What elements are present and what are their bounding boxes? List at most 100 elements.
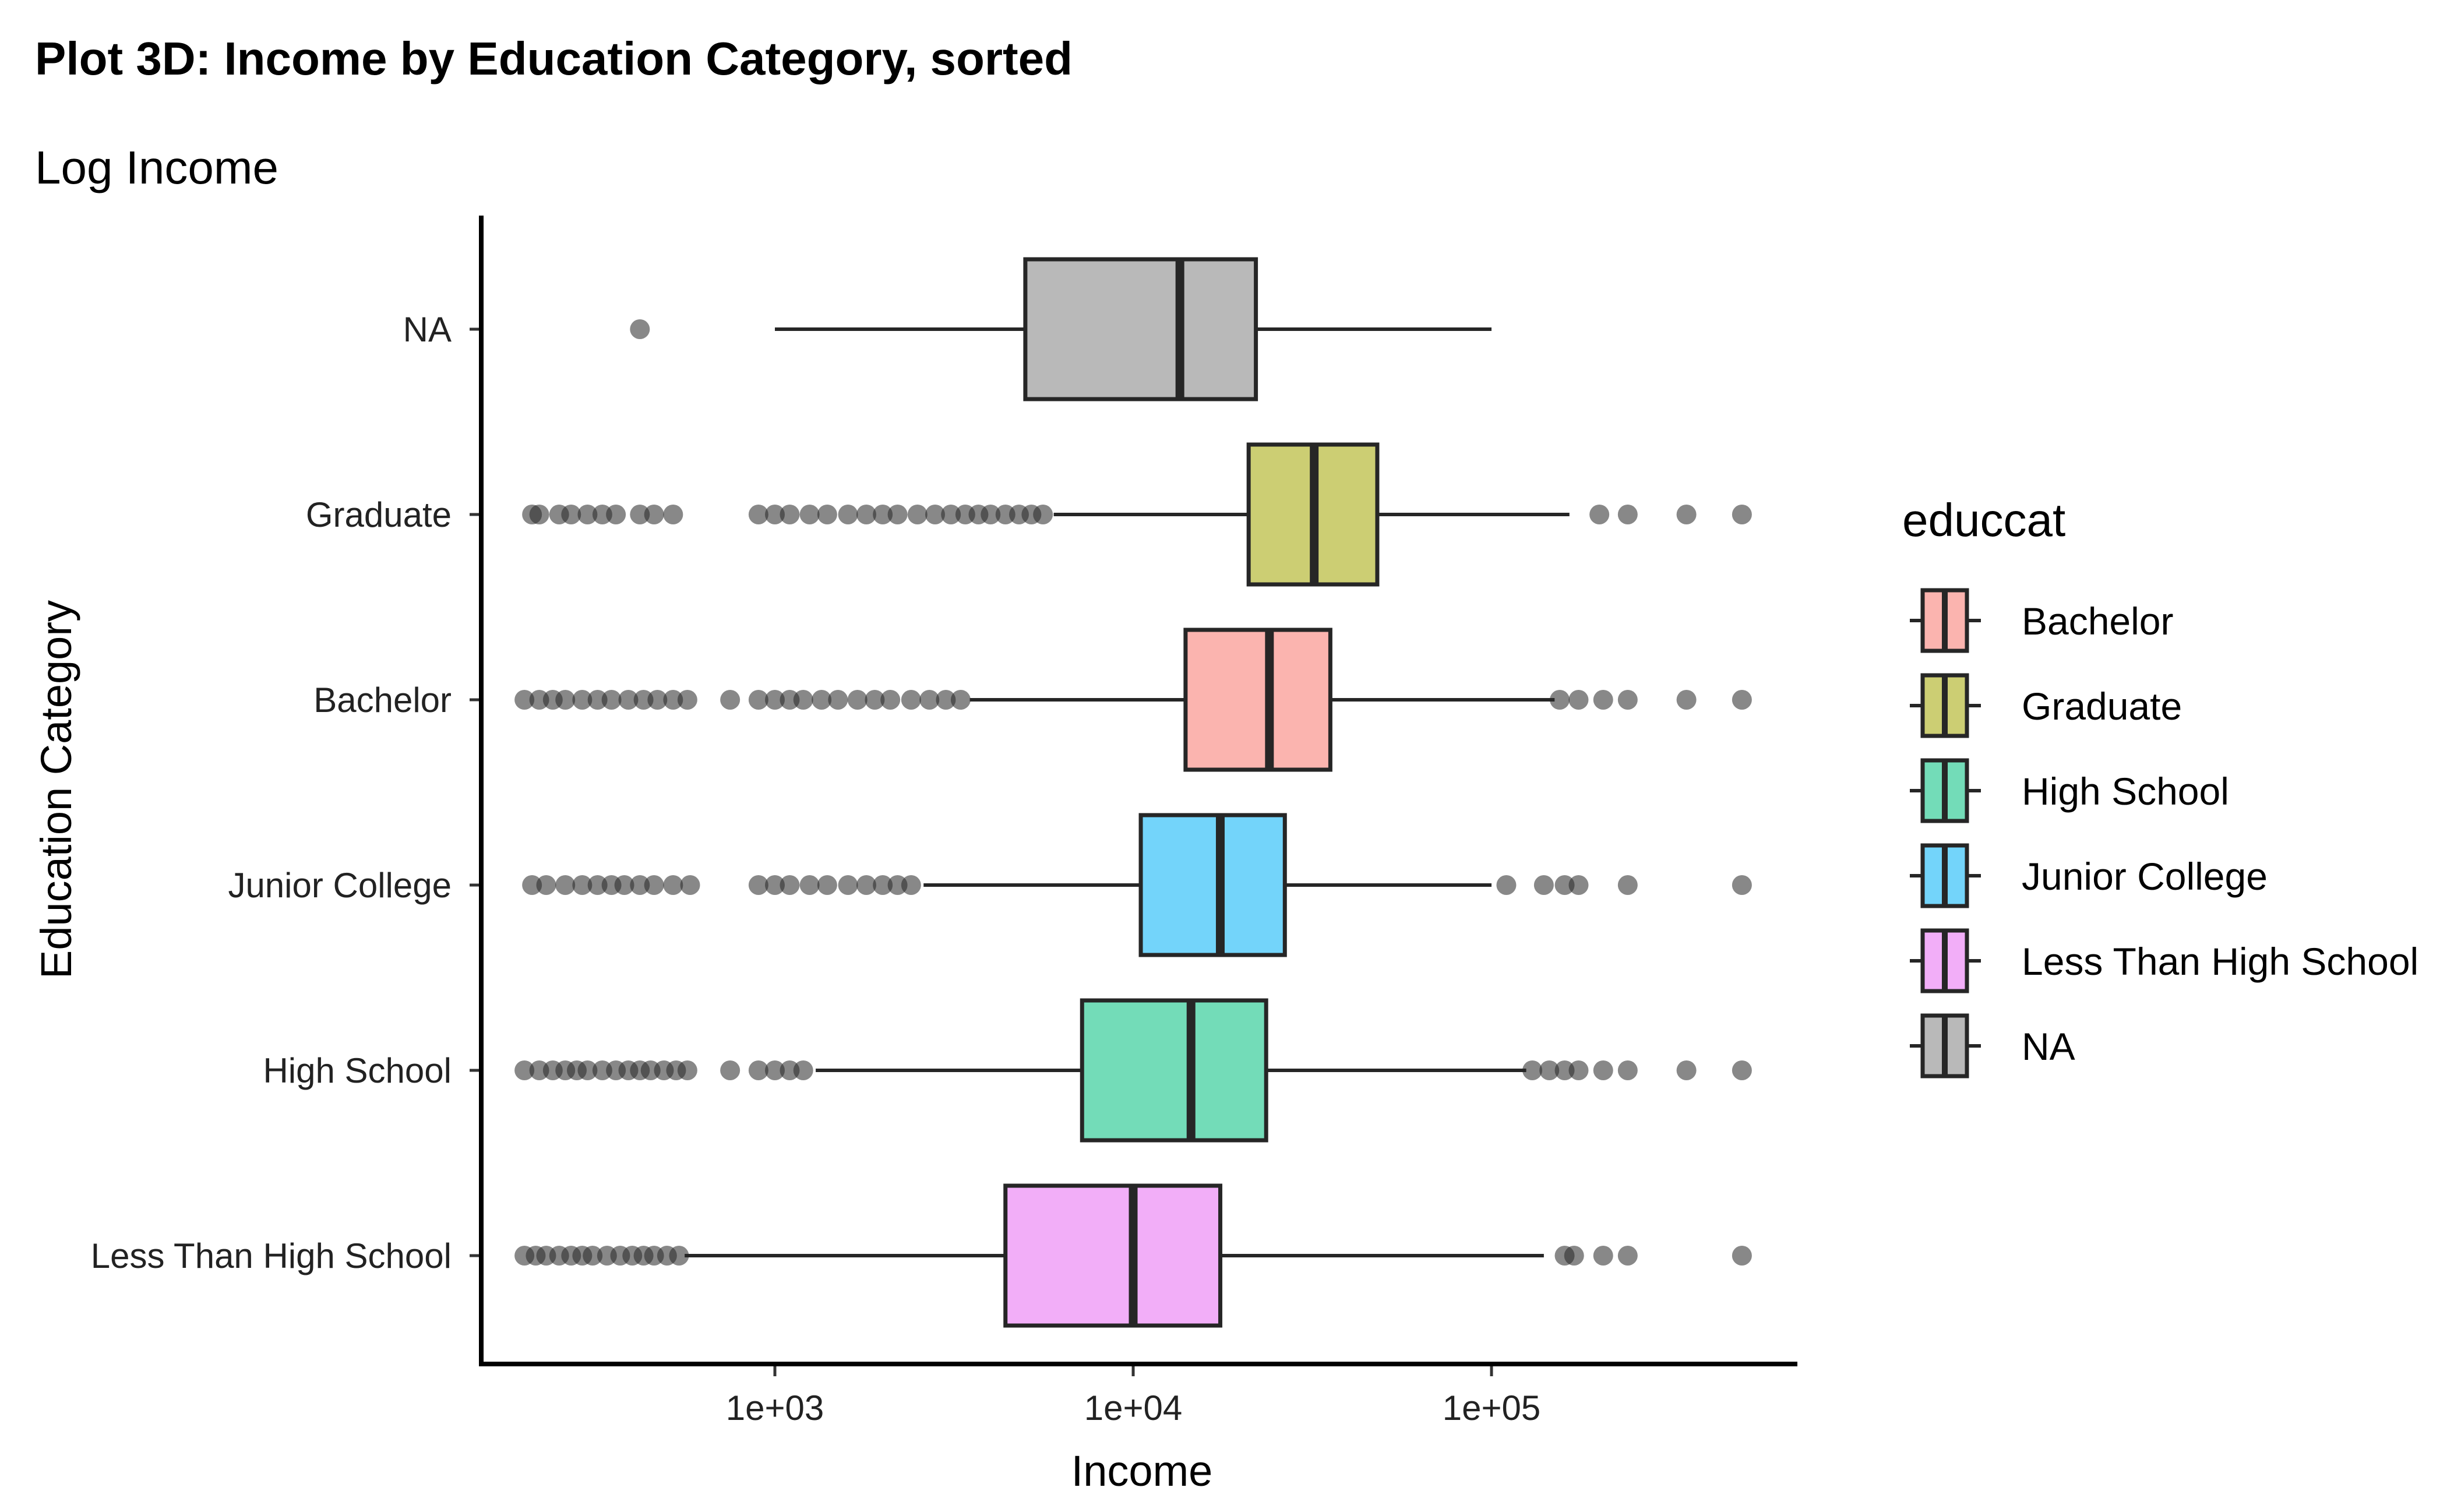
outlier-point-less-than-high-school (1617, 1246, 1638, 1266)
outlier-point-bachelor (633, 690, 654, 710)
box-high-school (1080, 998, 1268, 1143)
outlier-point-high-school (1617, 1060, 1638, 1080)
x-tick-label: 1e+05 (1443, 1388, 1541, 1428)
outlier-point-junior-college (1533, 875, 1554, 895)
legend-label-graduate: Graduate (2022, 685, 2182, 728)
legend: educcat Bachelor Graduate High School Junio… (1902, 494, 2418, 1079)
outlier-point-high-school (1539, 1060, 1560, 1080)
outlier-point-graduate (780, 505, 800, 524)
outlier-point-high-school (1676, 1060, 1697, 1080)
outlier-point-graduate (644, 505, 664, 524)
outlier-point-high-school (748, 1060, 768, 1080)
outlier-point-junior-college (614, 875, 634, 895)
outlier-point-bachelor (677, 690, 697, 710)
outlier-point-junior-college (680, 875, 700, 895)
outlier-point-bachelor (780, 690, 800, 710)
chart-title: Plot 3D: Income by Education Category, s… (35, 33, 1073, 84)
outlier-point-junior-college (663, 875, 683, 895)
box-junior-college (1138, 813, 1287, 957)
outlier-point-junior-college (522, 875, 542, 895)
x-tick-label: 1e+03 (726, 1388, 824, 1428)
outlier-point-junior-college (901, 875, 921, 895)
outlier-point-bachelor (765, 690, 785, 710)
outlier-point-bachelor (901, 690, 921, 710)
legend-label-na: NA (2022, 1025, 2075, 1068)
outlier-point-junior-college (572, 875, 593, 895)
outlier-point-bachelor (663, 690, 683, 710)
outlier-point-junior-college (1617, 875, 1638, 895)
outlier-point-junior-college (817, 875, 837, 895)
legend-label-bachelor: Bachelor (2022, 600, 2174, 643)
outlier-point-junior-college (1496, 875, 1517, 895)
outlier-point-junior-college (873, 875, 893, 895)
outlier-point-junior-college (799, 875, 820, 895)
outlier-point-high-school (1568, 1060, 1589, 1080)
outlier-point-graduate (1617, 505, 1638, 524)
outlier-point-bachelor (1676, 690, 1697, 710)
outlier-point-less-than-high-school (1593, 1246, 1613, 1266)
outlier-point-bachelor (529, 690, 549, 710)
outlier-point-bachelor (847, 690, 868, 710)
outlier-point-junior-college (536, 875, 556, 895)
outlier-point-bachelor (936, 690, 956, 710)
outlier-point-bachelor (1732, 690, 1752, 710)
outlier-point-graduate (1033, 505, 1053, 524)
outlier-point-bachelor (828, 690, 848, 710)
outlier-point-graduate (799, 505, 820, 524)
legend-label-junior-college: Junior College (2022, 855, 2268, 898)
outlier-point-bachelor (1568, 690, 1589, 710)
outlier-point-graduate (748, 505, 768, 524)
outlier-point-high-school (677, 1060, 697, 1080)
outlier-point-graduate (873, 505, 893, 524)
outlier-point-junior-college (780, 875, 800, 895)
outlier-point-bachelor (748, 690, 768, 710)
outlier-point-high-school (765, 1060, 785, 1080)
outlier-point-graduate (856, 505, 876, 524)
outlier-point-graduate (561, 505, 581, 524)
outlier-point-junior-college (838, 875, 858, 895)
outlier-point-bachelor (793, 690, 813, 710)
outlier-point-graduate (765, 505, 785, 524)
outlier-point-graduate (838, 505, 858, 524)
outlier-point-graduate (577, 505, 598, 524)
outlier-point-graduate (592, 505, 612, 524)
outlier-point-junior-college (748, 875, 768, 895)
box-bachelor (1183, 628, 1332, 772)
outlier-point-high-school (577, 1060, 598, 1080)
outlier-point-less-than-high-school (583, 1246, 603, 1266)
outlier-point-high-school (1554, 1060, 1575, 1080)
outlier-point-less-than-high-school (1564, 1246, 1584, 1266)
y-tick-label-bachelor: Bachelor (313, 681, 452, 720)
chart-subtitle: Log Income (35, 142, 278, 193)
outlier-point-graduate (941, 505, 961, 524)
outlier-point-high-school (1522, 1060, 1543, 1080)
outlier-point-graduate (981, 505, 1001, 524)
x-tick-label: 1e+04 (1084, 1388, 1183, 1428)
outlier-point-graduate (663, 505, 683, 524)
legend-label-high-school: High School (2022, 770, 2229, 813)
outlier-point-graduate (630, 505, 650, 524)
outlier-point-junior-college (644, 875, 664, 895)
outlier-point-junior-college (1732, 875, 1752, 895)
outlier-point-bachelor (601, 690, 622, 710)
box-na (1023, 257, 1258, 401)
outlier-point-graduate (1589, 505, 1610, 524)
outlier-point-bachelor (950, 690, 971, 710)
y-tick-label-graduate: Graduate (306, 495, 452, 534)
outlier-point-bachelor (865, 690, 885, 710)
outlier-point-high-school (1732, 1060, 1752, 1080)
outlier-point-junior-college (555, 875, 576, 895)
outlier-point-less-than-high-school (1732, 1246, 1752, 1266)
outlier-point-bachelor (587, 690, 608, 710)
outlier-point-bachelor (1550, 690, 1570, 710)
outlier-point-graduate (817, 505, 837, 524)
outlier-point-graduate (529, 505, 549, 524)
outlier-point-graduate (606, 505, 626, 524)
outlier-point-bachelor (720, 690, 741, 710)
outlier-point-high-school (592, 1060, 612, 1080)
outlier-point-high-school (793, 1060, 813, 1080)
outlier-point-high-school (529, 1060, 549, 1080)
y-axis-title: Education Category (32, 600, 80, 979)
outlier-point-junior-college (1554, 875, 1575, 895)
outlier-point-junior-college (630, 875, 650, 895)
